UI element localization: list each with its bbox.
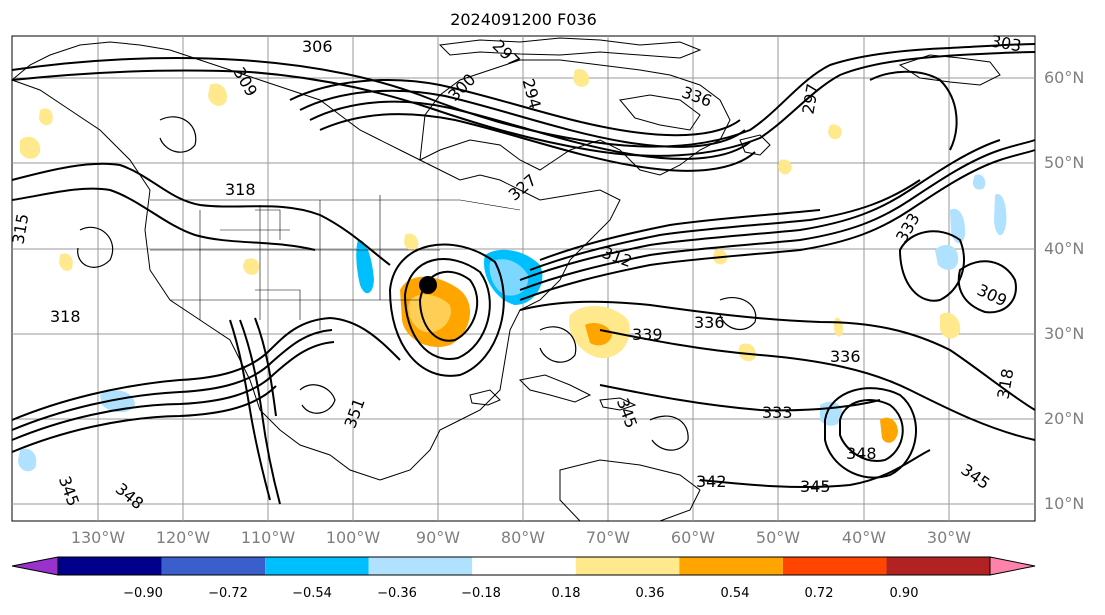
lon-label: 80°W [500, 528, 546, 547]
colorbar-extend-low [11, 556, 59, 576]
contour-label: 336 [830, 347, 861, 366]
detail-contours [77, 116, 757, 451]
lat-label: 20°N [1044, 409, 1085, 428]
colorbar-tick-label: −0.18 [461, 586, 501, 601]
contour-label: 336 [694, 313, 725, 332]
colorbar-tick-label: 0.54 [720, 586, 750, 601]
contour-label: 318 [50, 307, 81, 326]
contour-label: 318 [225, 180, 256, 199]
contour-label: 345 [800, 477, 831, 496]
contour-label: 348 [846, 444, 877, 463]
lon-label: 100°W [325, 528, 381, 547]
lat-label: 10°N [1044, 494, 1085, 513]
lon-label: 130°W [70, 528, 126, 547]
colorbar-tick-label: 0.36 [635, 586, 665, 601]
coastlines [11, 37, 1001, 522]
map-title: 2024091200 F036 [450, 10, 597, 29]
colorbar-tick-label: −0.72 [208, 586, 248, 601]
storm-center-marker [419, 276, 437, 294]
colorbar-tick-label: −0.90 [123, 586, 163, 601]
lon-label: 40°W [841, 528, 887, 547]
shaded-patches [18, 68, 1007, 472]
lon-label: 30°W [926, 528, 972, 547]
colorbar-tick-label: 0.72 [804, 586, 834, 601]
lon-label: 70°W [585, 528, 631, 547]
height-contours [11, 43, 1036, 505]
colorbar-segment [679, 557, 783, 575]
colorbar-tick-label: −0.36 [377, 586, 417, 601]
colorbar-extend-high [989, 556, 1036, 576]
colorbar-segment [886, 557, 990, 575]
lon-label: 90°W [415, 528, 461, 547]
colorbar-segment [161, 557, 266, 575]
contour-label: 306 [302, 37, 333, 56]
colorbar-segment [782, 557, 887, 575]
colorbar-segment [575, 557, 680, 575]
colorbar-segment [472, 557, 576, 575]
lon-label: 60°W [670, 528, 716, 547]
lat-label: 30°N [1044, 324, 1085, 343]
contour-label: 342 [696, 472, 727, 491]
colorbar-tick-label: 0.90 [889, 586, 919, 601]
lon-label: 50°W [755, 528, 801, 547]
colorbar-tick-label: 0.18 [551, 586, 581, 601]
colorbar [11, 556, 1036, 576]
political-borders [150, 195, 521, 330]
colorbar-segment [368, 557, 473, 575]
colorbar-segment [58, 557, 162, 575]
lon-label: 110°W [240, 528, 296, 547]
contour-label: 339 [632, 325, 663, 344]
lat-label: 50°N [1044, 153, 1085, 172]
lat-label: 60°N [1044, 68, 1085, 87]
colorbar-border [57, 556, 991, 576]
contour-label: 333 [762, 403, 793, 422]
colorbar-segment [265, 557, 369, 575]
lat-label: 40°N [1044, 239, 1085, 258]
colorbar-tick-label: −0.54 [292, 586, 332, 601]
lon-label: 120°W [155, 528, 211, 547]
